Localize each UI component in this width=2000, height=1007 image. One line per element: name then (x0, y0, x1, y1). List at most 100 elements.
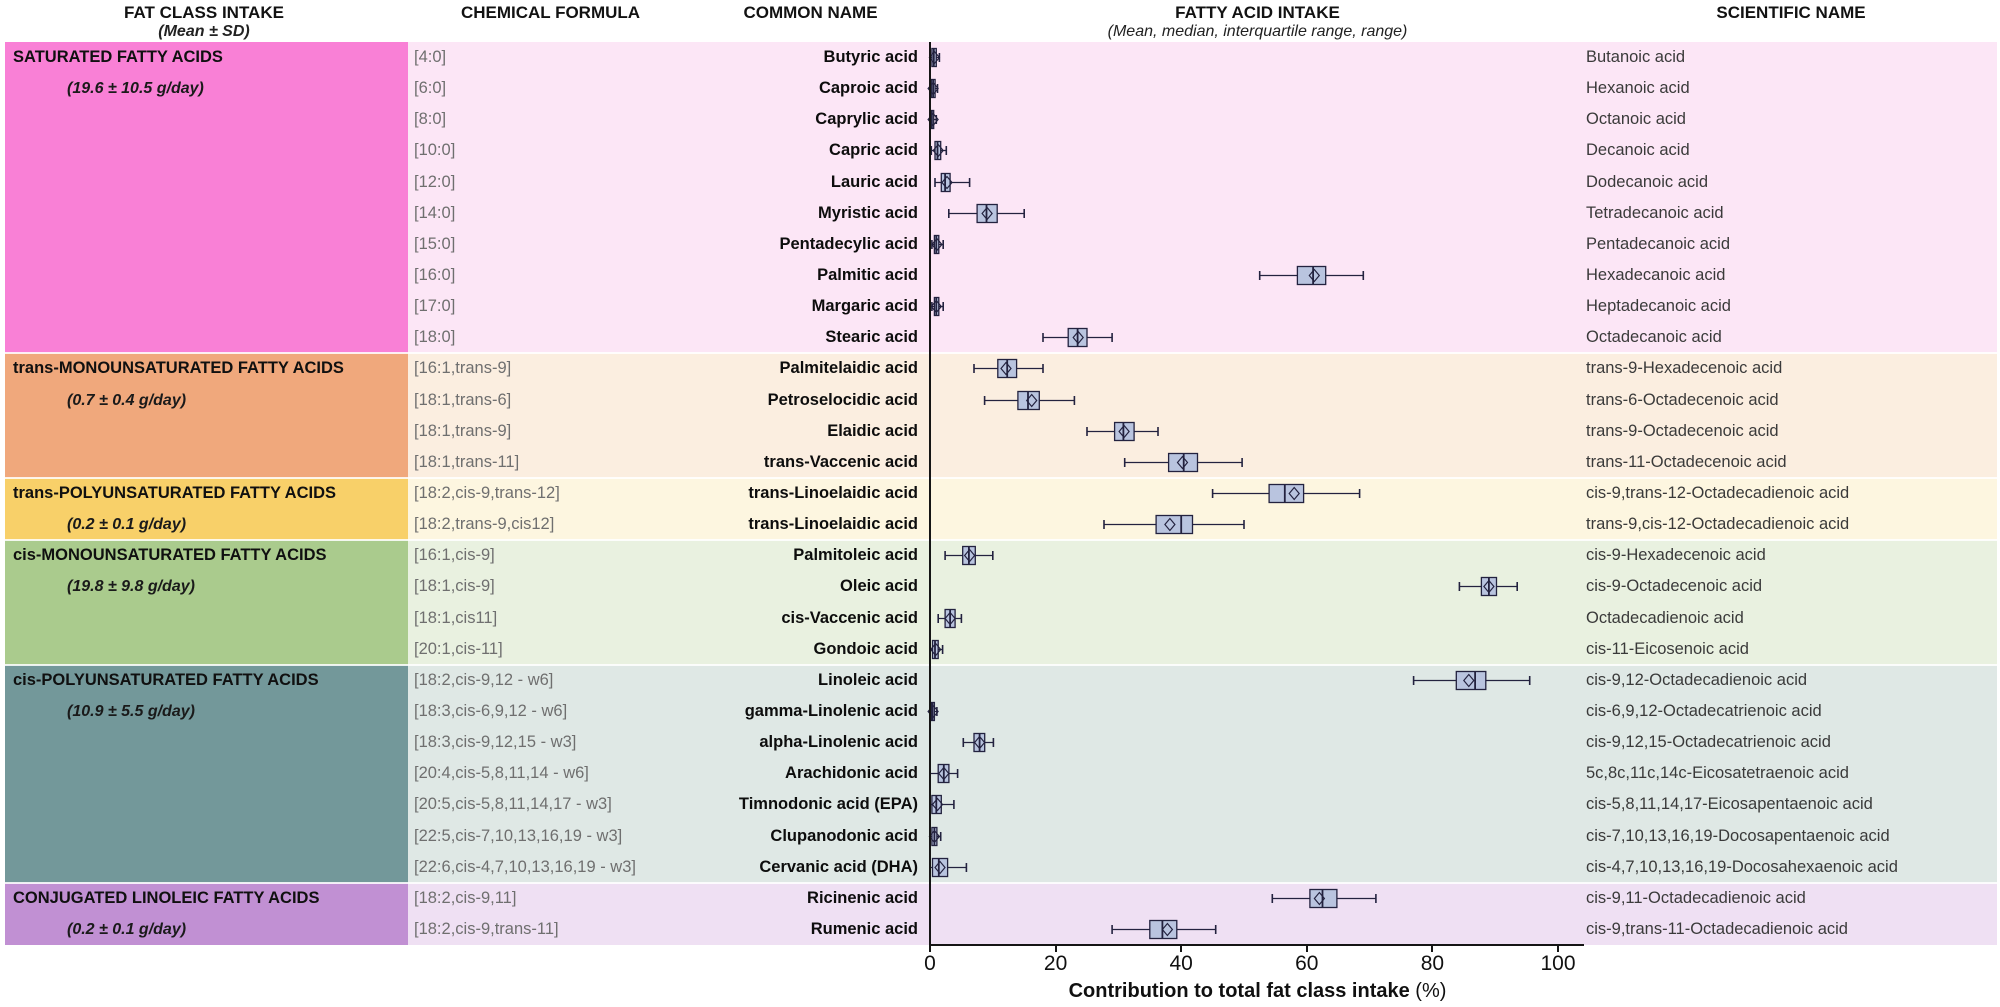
chemical-formula-label: [18:3,cis-6,9,12 - w6] (414, 701, 568, 720)
boxplot (920, 540, 1600, 582)
table-row: [18:0] Stearic acid Octadecanoic acid (408, 322, 1997, 354)
header-fatty-acid-intake: FATTY ACID INTAKE (1175, 3, 1340, 22)
table-row: [4:0] Butyric acid Butanoic acid (408, 42, 1997, 74)
tick-label: 60 (1295, 952, 1319, 975)
tick-mark (1180, 946, 1183, 952)
scientific-name-label: Butanoic acid (1586, 48, 1686, 66)
group-intake: (10.9 ± 5.5 g/day) (67, 702, 195, 720)
group-title: cis-MONOUNSATURATED FATTY ACIDS (13, 546, 327, 565)
x-axis-title: Contribution to total fat class intake (… (930, 980, 1585, 1003)
chemical-formula-label: [20:4,cis-5,8,11,14 - w6] (414, 764, 589, 783)
common-name-label: trans-Vaccenic acid (763, 452, 918, 471)
common-name-label: Capric acid (829, 141, 918, 160)
table-row: [18:3,cis-6,9,12 - w6] gamma-Linolenic a… (408, 695, 1997, 728)
table-row: [18:1,cis-9] Oleic acid cis-9-Octadeceno… (408, 571, 1997, 603)
table-row: [18:1,trans-9] Elaidic acid trans-9-Octa… (408, 415, 1997, 447)
common-name-label: Pentadecylic acid (779, 234, 919, 253)
chemical-formula-label: [6:0] (414, 79, 447, 98)
boxplot (920, 727, 1600, 769)
scientific-name-label: Dodecanoic acid (1586, 172, 1708, 191)
table-row: [18:1,trans-11] trans-Vaccenic acid tran… (408, 446, 1997, 478)
group-separator (5, 881, 1997, 884)
chemical-formula-label: [12:0] (414, 172, 456, 191)
tick-mark (929, 946, 931, 952)
scientific-name-label: Tetradecanoic acid (1586, 203, 1724, 222)
header-fat-class-intake: FAT CLASS INTAKE (124, 3, 284, 22)
tick-mark (1431, 946, 1434, 952)
common-name-label: Margaric acid (811, 297, 918, 316)
x-axis-line (929, 944, 1584, 946)
scientific-name-label: trans-11-Octadecenoic acid (1586, 452, 1787, 471)
group-intake: (0.2 ± 0.1 g/day) (67, 516, 187, 534)
common-name-label: Clupanodonic acid (770, 826, 918, 845)
chemical-formula-label: [18:1,trans-6] (414, 390, 512, 409)
tick-label: 40 (1169, 952, 1193, 975)
chemical-formula-label: [10:0] (414, 141, 456, 160)
table-row: [18:2,cis-9,12 - w6] Linoleic acid cis-9… (408, 664, 1997, 696)
header-common-name: COMMON NAME (743, 3, 878, 22)
common-name-label: Rumenic acid (810, 919, 918, 938)
group-title: trans-MONOUNSATURATED FATTY ACIDS (13, 359, 344, 378)
scientific-name-label: Hexadecanoic acid (1586, 266, 1726, 284)
scientific-name-label: cis-7,10,13,16,19-Docosapentaenoic acid (1586, 826, 1890, 845)
chemical-formula-label: [18:1,cis-9] (414, 577, 495, 596)
group-title: trans-POLYUNSATURATED FATTY ACIDS (13, 484, 336, 502)
tick-mark (1557, 946, 1559, 952)
boxplot (920, 603, 1600, 645)
table-row: [18:3,cis-9,12,15 - w3] alpha-Linolenic … (408, 727, 1997, 759)
common-name-label: Lauric acid (830, 172, 918, 191)
table-row: [14:0] Myristic acid Tetradecanoic acid (408, 197, 1997, 229)
common-name-label: Linoleic acid (818, 670, 918, 689)
scientific-name-label: Octadecanoic acid (1586, 328, 1722, 347)
tick-label: 80 (1420, 952, 1445, 975)
chemical-formula-label: [18:2,cis-9,12 - w6] (414, 670, 554, 689)
boxplot (920, 353, 1600, 395)
common-name-label: Stearic acid (825, 328, 918, 347)
table-row: [8:0] Caprylic acid Octanoic acid (408, 104, 1997, 136)
scientific-name-label: trans-9,cis-12-Octadecadienoic acid (1586, 515, 1850, 534)
group-band: cis-MONOUNSATURATED FATTY ACIDS (19.8 ± … (5, 540, 408, 665)
chemical-formula-label: [20:5,cis-5,8,11,14,17 - w3] (414, 795, 612, 814)
common-name-label: Ricinenic acid (807, 888, 918, 907)
scientific-name-label: cis-6,9,12-Octadecatrienoic acid (1586, 701, 1822, 720)
common-name-label: Myristic acid (818, 203, 918, 222)
table-row: [18:2,cis-9,11] Ricinenic acid cis-9,11-… (408, 882, 1997, 914)
x-axis-title-text: Contribution to total fat class intake (1068, 980, 1410, 1002)
table-row: [16:0] Palmitic acid Hexadecanoic acid (408, 260, 1997, 292)
boxplot (920, 385, 1600, 427)
chemical-formula-label: [16:0] (414, 266, 456, 284)
header-chemical-formula: CHEMICAL FORMULA (460, 3, 641, 22)
boxplot (920, 291, 1600, 333)
chemical-formula-label: [17:0] (414, 297, 456, 316)
chemical-formula-label: [8:0] (414, 110, 447, 129)
chemical-formula-label: [18:1,cis11] (414, 608, 498, 627)
table-row: [22:6,cis-4,7,10,13,16,19 - w3] Cervanic… (408, 851, 1997, 883)
scientific-name-label: cis-9-Octadecenoic acid (1586, 577, 1763, 596)
group-title: SATURATED FATTY ACIDS (13, 48, 223, 66)
group-band: trans-MONOUNSATURATED FATTY ACIDS (0.7 ±… (5, 353, 408, 478)
scientific-name-label: cis-9,trans-11-Octadecadienoic acid (1586, 919, 1848, 938)
boxplot (920, 135, 1600, 177)
tick-label: 0 (924, 952, 936, 975)
boxplot (920, 914, 1600, 956)
table-row: [12:0] Lauric acid Dodecanoic acid (408, 166, 1997, 198)
scientific-name-label: cis-9,trans-12-Octadecadienoic acid (1586, 484, 1850, 502)
scientific-name-label: Pentadecanoic acid (1586, 234, 1731, 253)
common-name-label: Cervanic acid (DHA) (759, 857, 918, 876)
chemical-formula-label: [22:6,cis-4,7,10,13,16,19 - w3] (414, 857, 636, 876)
scientific-name-label: Hexanoic acid (1586, 79, 1690, 98)
chemical-formula-label: [15:0] (414, 234, 456, 253)
common-name-label: Caproic acid (818, 79, 918, 98)
chemical-formula-label: [18:3,cis-9,12,15 - w3] (414, 733, 577, 752)
group-separator (5, 352, 1997, 355)
group-intake: (19.8 ± 9.8 g/day) (67, 578, 195, 596)
scientific-name-label: cis-9,11-Octadecadienoic acid (1586, 888, 1806, 907)
boxplot (920, 229, 1600, 271)
tick-label: 100 (1540, 952, 1576, 975)
boxplot (920, 758, 1600, 800)
scientific-name-label: Heptadecanoic acid (1586, 297, 1731, 316)
common-name-label: Gondoic acid (813, 639, 918, 658)
table-row: [10:0] Capric acid Decanoic acid (408, 135, 1997, 167)
common-name-label: Butyric acid (823, 48, 918, 66)
common-name-label: gamma-Linolenic acid (744, 701, 918, 720)
